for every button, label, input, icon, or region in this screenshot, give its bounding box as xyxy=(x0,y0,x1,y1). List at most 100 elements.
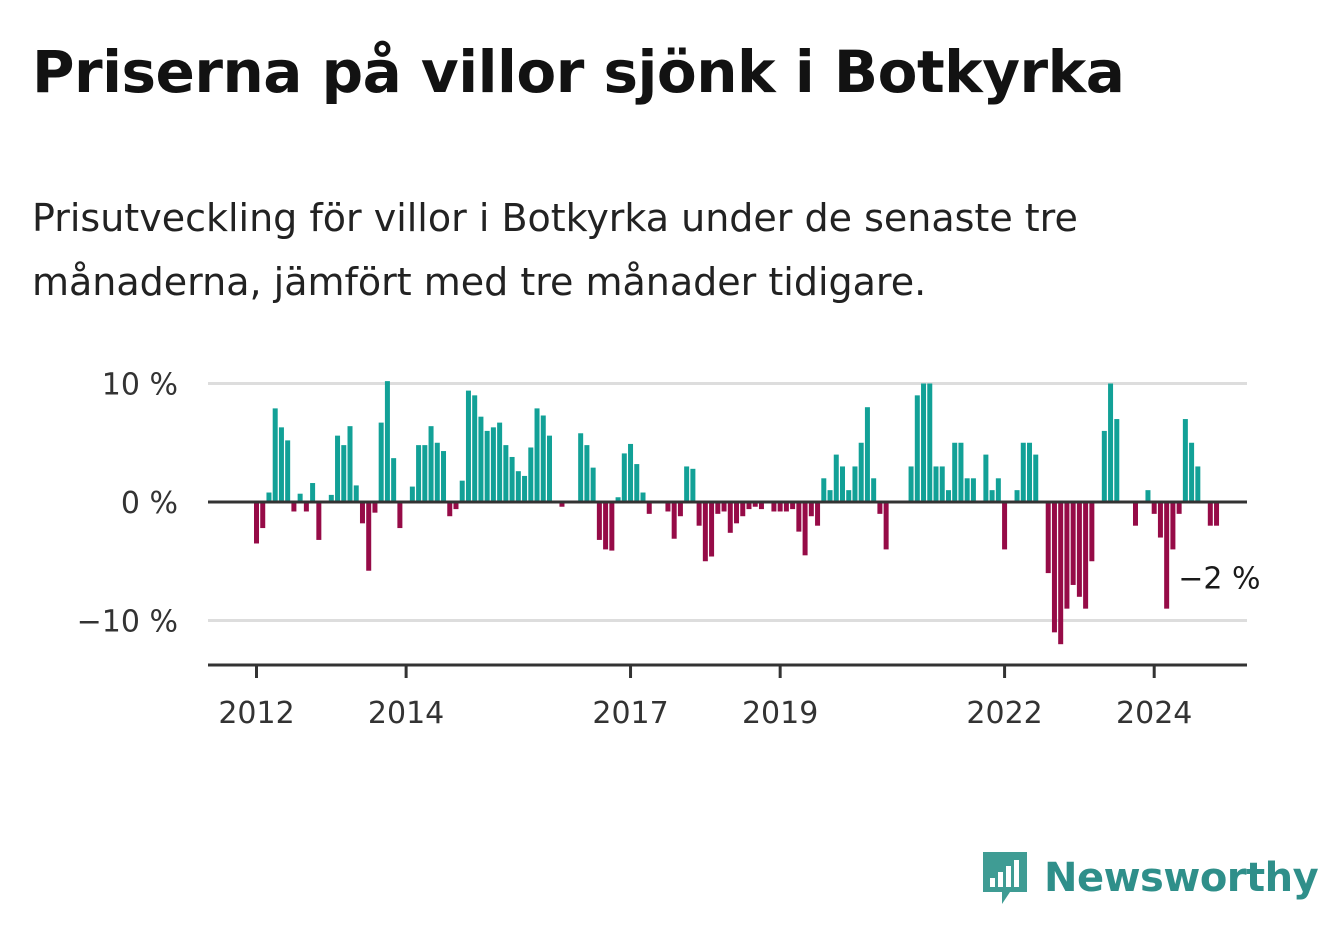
bar xyxy=(790,502,796,510)
bar xyxy=(372,502,378,513)
bar xyxy=(628,443,634,502)
bar xyxy=(1051,502,1057,633)
bar xyxy=(303,502,309,512)
bar xyxy=(808,502,814,517)
bar xyxy=(665,502,671,512)
bar xyxy=(1132,502,1138,526)
bar xyxy=(347,426,353,502)
bar xyxy=(609,502,615,551)
bar xyxy=(995,478,1001,502)
bar xyxy=(777,502,783,512)
bar xyxy=(578,433,584,502)
bar xyxy=(989,490,995,502)
bar xyxy=(1076,502,1082,597)
tick-labels: 10 % 0 % −10 % 2012 2014 2017 2019 2022 2024 −2 % xyxy=(77,368,1261,732)
bar xyxy=(1002,502,1008,550)
bar xyxy=(640,492,646,502)
bar xyxy=(1058,502,1064,645)
bar xyxy=(709,502,715,557)
bar xyxy=(1083,502,1089,609)
bar xyxy=(422,445,428,502)
bar xyxy=(478,416,484,502)
bar xyxy=(278,427,284,502)
brand-name: Newsworthy xyxy=(1044,855,1319,901)
bar xyxy=(453,502,459,510)
bar xyxy=(877,502,883,514)
bar xyxy=(715,502,721,514)
bar xyxy=(341,445,347,502)
bar xyxy=(441,451,447,502)
bar xyxy=(1195,466,1201,502)
bar xyxy=(858,442,864,502)
bar xyxy=(497,422,503,502)
bar xyxy=(1045,502,1051,574)
bar xyxy=(939,466,945,502)
bar xyxy=(1101,430,1107,502)
axes xyxy=(208,500,1247,678)
bar xyxy=(945,490,951,502)
bar xyxy=(559,502,565,507)
bar xyxy=(434,442,440,502)
bar xyxy=(534,408,540,502)
bar xyxy=(815,502,821,526)
bar xyxy=(752,502,758,507)
bar xyxy=(783,502,789,512)
bar xyxy=(696,502,702,526)
bar xyxy=(914,395,920,502)
y-tick-label: −10 % xyxy=(77,605,178,640)
bar xyxy=(291,502,297,512)
bar xyxy=(1170,502,1176,550)
bar xyxy=(1114,419,1120,502)
bar xyxy=(254,502,259,544)
bar xyxy=(908,466,914,502)
bar xyxy=(546,435,552,502)
bar xyxy=(584,445,590,502)
bar xyxy=(727,502,733,533)
bar xyxy=(428,426,434,502)
x-tick-label: 2014 xyxy=(368,696,444,731)
bar xyxy=(758,502,764,510)
bar xyxy=(522,475,528,502)
bar xyxy=(690,468,696,502)
bar xyxy=(1164,502,1170,609)
bar xyxy=(1108,383,1114,502)
bar xyxy=(852,466,858,502)
bar xyxy=(310,483,316,502)
bar xyxy=(821,478,827,502)
bar xyxy=(409,486,415,502)
y-tick-label: 10 % xyxy=(102,368,178,403)
bar-series xyxy=(254,381,1220,645)
bar xyxy=(459,480,465,502)
y-tick-label: 0 % xyxy=(121,486,178,521)
bar xyxy=(509,456,515,502)
bar xyxy=(1145,490,1151,502)
bar xyxy=(746,502,752,510)
bar xyxy=(416,445,422,502)
bar xyxy=(721,502,727,512)
bar xyxy=(316,502,322,540)
x-tick-label: 2019 xyxy=(742,696,818,731)
bar xyxy=(871,478,877,502)
bar xyxy=(802,502,808,556)
bar xyxy=(634,464,640,502)
bar xyxy=(1207,502,1213,526)
bar xyxy=(353,485,359,502)
bar xyxy=(515,471,521,502)
bar xyxy=(671,502,677,539)
bar xyxy=(927,383,933,502)
bar xyxy=(328,494,334,502)
bar xyxy=(958,442,964,502)
last-value-label: −2 % xyxy=(1178,562,1260,597)
bar xyxy=(1176,502,1182,514)
bar xyxy=(260,502,266,529)
bar xyxy=(864,407,870,502)
bar xyxy=(1020,442,1026,502)
bar xyxy=(1027,442,1033,502)
bar xyxy=(384,381,390,502)
bar xyxy=(771,502,777,512)
x-tick-label: 2012 xyxy=(218,696,294,731)
bar xyxy=(677,502,683,517)
bar xyxy=(1182,419,1188,502)
newsworthy-logo-icon xyxy=(983,852,1027,904)
